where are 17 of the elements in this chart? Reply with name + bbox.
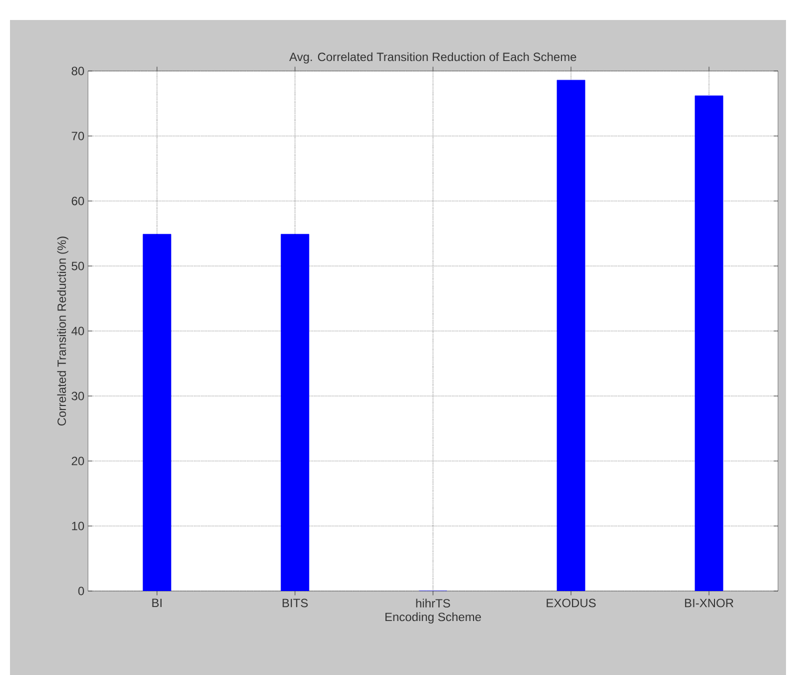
y-tick-label: 40 bbox=[71, 326, 84, 336]
y-tick-label: 50 bbox=[72, 262, 84, 270]
y-tick-label: 80 bbox=[72, 66, 84, 76]
y-axis-title: Correlated Transition Reduction (%) bbox=[57, 236, 68, 426]
x-tick-label: BI bbox=[152, 598, 162, 607]
x-tick-label: BITS bbox=[282, 598, 308, 608]
y-tick-label: 70 bbox=[72, 132, 84, 140]
y-tick-label: 30 bbox=[72, 392, 84, 400]
y-tick-label: 10 bbox=[72, 522, 84, 530]
x-axis-title: Encoding Scheme bbox=[385, 612, 481, 624]
x-tick-label: hihrTS bbox=[416, 598, 450, 608]
y-tick-label: 20 bbox=[72, 456, 84, 466]
x-tick-label: EXODUS bbox=[546, 598, 596, 608]
y-tick-label: 60 bbox=[72, 196, 84, 206]
chart-title: Avg. Correlated Transition Reduction of Each Scheme bbox=[289, 52, 576, 64]
x-tick-label: BI-XNOR bbox=[685, 598, 734, 608]
y-tick-label: 0 bbox=[78, 586, 84, 596]
